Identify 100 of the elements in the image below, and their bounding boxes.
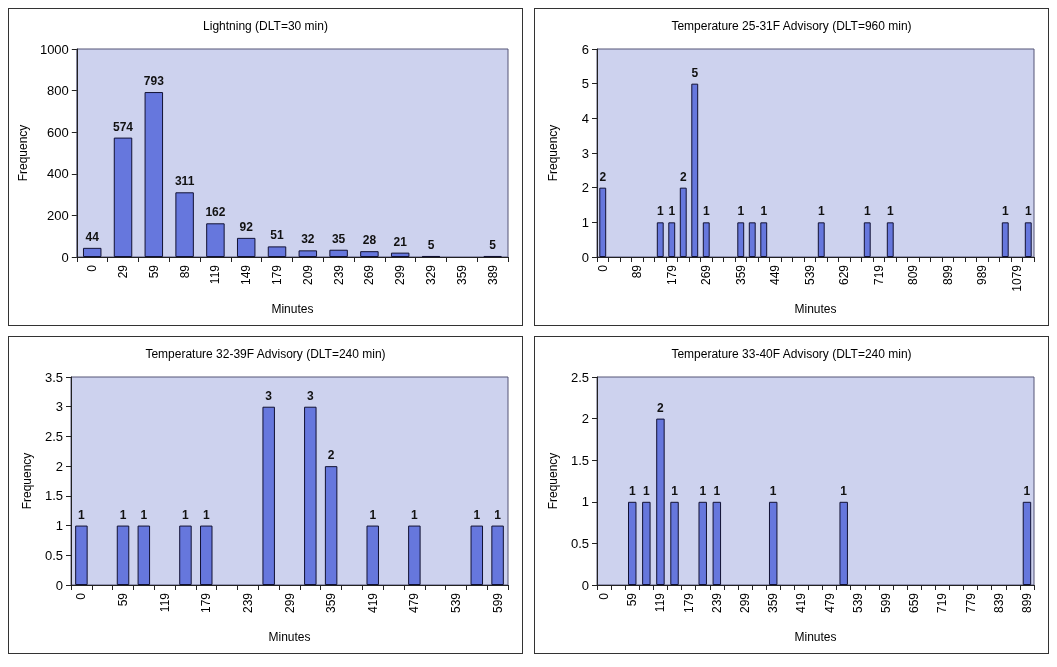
y-axis-title: Frequency (16, 124, 30, 182)
x-tick-label: 179 (681, 592, 696, 614)
bar (1024, 222, 1032, 257)
data-label: 1 (671, 483, 679, 498)
data-label: 1 (182, 507, 190, 522)
y-tick-label: 6 (581, 41, 589, 57)
data-label: 1 (713, 483, 721, 498)
bar (748, 222, 756, 257)
x-tick-label: 299 (738, 592, 753, 614)
bar (760, 222, 768, 257)
x-tick-label: 359 (766, 592, 781, 614)
x-tick-label: 989 (975, 264, 990, 286)
x-tick-label: 89 (630, 264, 645, 279)
chart-title: Temperature 25-31F Advisory (DLT=960 min) (671, 19, 912, 33)
data-label: 21 (393, 234, 408, 249)
bar (113, 137, 133, 257)
bar (304, 406, 317, 585)
bar (470, 525, 484, 585)
data-label: 1 (699, 483, 707, 498)
x-tick-label: 539 (448, 592, 463, 614)
bar (817, 222, 825, 257)
bar (656, 222, 664, 257)
y-tick-label: 3 (55, 399, 63, 415)
x-tick-label: 0 (595, 264, 610, 272)
bar (298, 250, 318, 257)
x-tick-label: 269 (699, 264, 714, 286)
data-label: 1 (769, 483, 777, 498)
bar (737, 222, 745, 257)
bar (82, 247, 102, 257)
x-tick-label: 119 (653, 592, 668, 613)
data-label: 1 (628, 483, 636, 498)
bar (366, 525, 379, 585)
x-tick-label: 359 (733, 264, 748, 286)
data-label: 1 (369, 507, 377, 522)
bar (863, 222, 871, 257)
x-tick-label: 29 (116, 264, 131, 279)
x-tick-label: 719 (935, 592, 950, 614)
y-tick-label: 0.5 (44, 547, 63, 563)
x-tick-label: 599 (490, 592, 505, 614)
y-tick-label: 200 (47, 207, 69, 223)
x-tick-label: 809 (906, 264, 921, 286)
x-tick-label: 539 (802, 264, 817, 286)
data-label: 1 (760, 204, 768, 219)
x-tick-label: 479 (407, 592, 422, 614)
data-label: 574 (113, 119, 134, 134)
y-tick-label: 400 (47, 166, 69, 182)
y-tick-label: 2.5 (570, 369, 589, 385)
bar (390, 252, 410, 257)
x-axis-title: Minutes (794, 302, 837, 316)
x-tick-label: 419 (365, 592, 380, 614)
data-label: 1 (119, 507, 127, 522)
y-axis-title: Frequency (546, 124, 560, 182)
data-label: 1 (78, 507, 86, 522)
bar (702, 222, 710, 257)
data-label: 35 (331, 231, 346, 246)
y-tick-label: 2.5 (44, 428, 63, 444)
bar (116, 525, 130, 585)
x-tick-label: 179 (270, 264, 285, 286)
data-label: 44 (85, 229, 100, 244)
bar (679, 187, 687, 257)
data-label: 1 (202, 507, 210, 522)
bar (137, 525, 151, 585)
chart-title: Temperature 33-40F Advisory (DLT=240 min) (671, 347, 912, 361)
y-tick-label: 800 (47, 83, 69, 99)
x-tick-label: 599 (878, 592, 893, 614)
data-label: 92 (239, 219, 254, 234)
bar (200, 525, 213, 585)
data-label: 311 (174, 174, 195, 189)
data-label: 32 (301, 232, 315, 247)
x-tick-label: 1079 (1009, 264, 1024, 292)
data-label: 2 (599, 169, 607, 184)
bar (324, 466, 338, 585)
x-tick-label: 269 (362, 264, 377, 286)
bar (886, 222, 894, 257)
data-label: 1 (140, 507, 148, 522)
x-tick-label: 899 (940, 264, 955, 286)
y-tick-label: 5 (581, 76, 589, 92)
data-label: 3 (265, 388, 273, 403)
bar (599, 187, 607, 257)
data-label: 162 (205, 205, 226, 220)
data-label: 1 (411, 507, 419, 522)
x-tick-label: 0 (74, 592, 89, 600)
x-tick-label: 629 (837, 264, 852, 286)
data-label: 1 (642, 483, 650, 498)
x-tick-label: 839 (991, 592, 1006, 614)
bar (262, 406, 275, 585)
x-tick-label: 359 (324, 592, 339, 614)
y-tick-label: 0.5 (570, 535, 589, 551)
x-tick-label: 179 (664, 264, 679, 286)
data-label: 1 (863, 204, 871, 219)
y-tick-label: 2 (581, 180, 589, 196)
bar (1001, 222, 1009, 257)
data-label: 1 (494, 507, 502, 522)
data-label: 5 (691, 65, 699, 80)
data-label: 1 (1001, 204, 1009, 219)
x-tick-label: 479 (822, 592, 837, 614)
data-label: 5 (489, 237, 497, 252)
x-tick-label: 59 (146, 264, 161, 279)
x-tick-label: 779 (963, 592, 978, 614)
x-tick-label: 659 (907, 592, 922, 614)
